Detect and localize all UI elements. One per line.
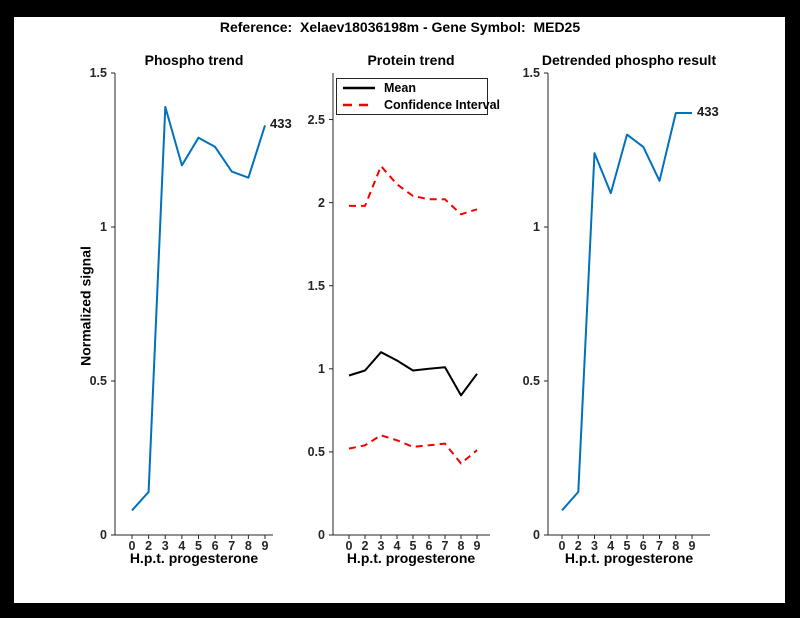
x-tick-label: 9 (688, 539, 696, 553)
legend-label-mean: Mean (384, 81, 416, 95)
x-tick-label: 5 (409, 539, 417, 553)
axes-line (332, 73, 490, 536)
x-tick-label: 6 (211, 539, 219, 553)
phospho-trend-title: Phospho trend (144, 52, 244, 68)
y-tick-label: 0.5 (307, 444, 325, 459)
x-tick-label: 4 (607, 539, 615, 553)
x-tick-label: 3 (377, 539, 385, 553)
x-tick-label: 0 (128, 539, 136, 553)
y-tick-label: 0.5 (89, 374, 107, 388)
axes-line (114, 73, 273, 536)
x-tick-label: 2 (574, 539, 582, 553)
x-axis-label-phospho: H.p.t. progesterone (129, 550, 259, 566)
x-tick-label: 0 (345, 539, 353, 553)
figure-title: Reference: Xelaev18036198m - Gene Symbol… (219, 19, 581, 35)
y-tick-label: 1 (318, 361, 325, 376)
x-tick-label: 2 (145, 539, 153, 553)
x-tick-label: 8 (244, 539, 252, 553)
x-tick-label: 4 (393, 539, 401, 553)
y-axis-label: Normalized signal (77, 246, 94, 366)
y-tick-label: 1.5 (307, 278, 325, 293)
series-phospho-signal (131, 105, 266, 512)
y-tick-label: 0 (533, 528, 540, 542)
y-tick-label: 0 (318, 528, 325, 542)
x-tick-label: 3 (591, 539, 598, 553)
y-tick-label: 0.5 (522, 374, 540, 388)
series-confidence-interval-upper (349, 165, 478, 216)
x-tick-label: 7 (656, 539, 663, 553)
data-point-label-433: 433 (697, 104, 719, 120)
x-axis-label-detrended: H.p.t. progesterone (564, 550, 694, 566)
legend-row-confidence-interval: Confidence Interval (337, 97, 500, 114)
y-tick-label: 2.5 (307, 112, 325, 127)
y-tick-label: 1.5 (522, 66, 540, 80)
legend-row-mean: Mean (337, 80, 487, 97)
y-tick-label: 1 (100, 220, 107, 234)
x-tick-label: 2 (361, 539, 369, 553)
x-axis-label-protein: H.p.t. progesterone (346, 550, 476, 566)
x-tick-label: 9 (261, 539, 269, 553)
solid-line-icon (343, 86, 375, 90)
x-tick-label: 6 (425, 539, 433, 553)
x-tick-label: 5 (623, 539, 631, 553)
x-tick-label: 6 (639, 539, 647, 553)
series-detrended-phospho-signal (561, 112, 692, 512)
y-tick-label: 1 (533, 220, 540, 234)
series-mean (348, 351, 478, 397)
x-tick-label: 0 (558, 539, 566, 553)
x-tick-label: 7 (441, 539, 449, 553)
x-tick-label: 8 (672, 539, 680, 553)
y-tick-label: 1.5 (89, 66, 107, 80)
x-tick-label: 7 (228, 539, 236, 553)
dashed-line-icon (343, 103, 375, 107)
detrended-phospho-title: Detrended phospho result (541, 52, 717, 68)
axes-line (547, 73, 710, 536)
y-tick-label: 0 (100, 528, 107, 542)
y-tick-label: 2 (318, 195, 325, 210)
legend: Mean Confidence Interval (336, 78, 500, 115)
x-tick-label: 4 (178, 539, 186, 553)
x-tick-label: 8 (457, 539, 465, 553)
series-confidence-interval-lower (348, 434, 478, 465)
data-point-label-433: 433 (270, 116, 292, 132)
x-tick-label: 9 (473, 539, 481, 553)
protein-trend-title: Protein trend (367, 52, 455, 68)
x-tick-label: 5 (195, 539, 202, 553)
legend-label-confidence-interval: Confidence Interval (384, 98, 500, 112)
x-tick-label: 3 (161, 539, 169, 553)
